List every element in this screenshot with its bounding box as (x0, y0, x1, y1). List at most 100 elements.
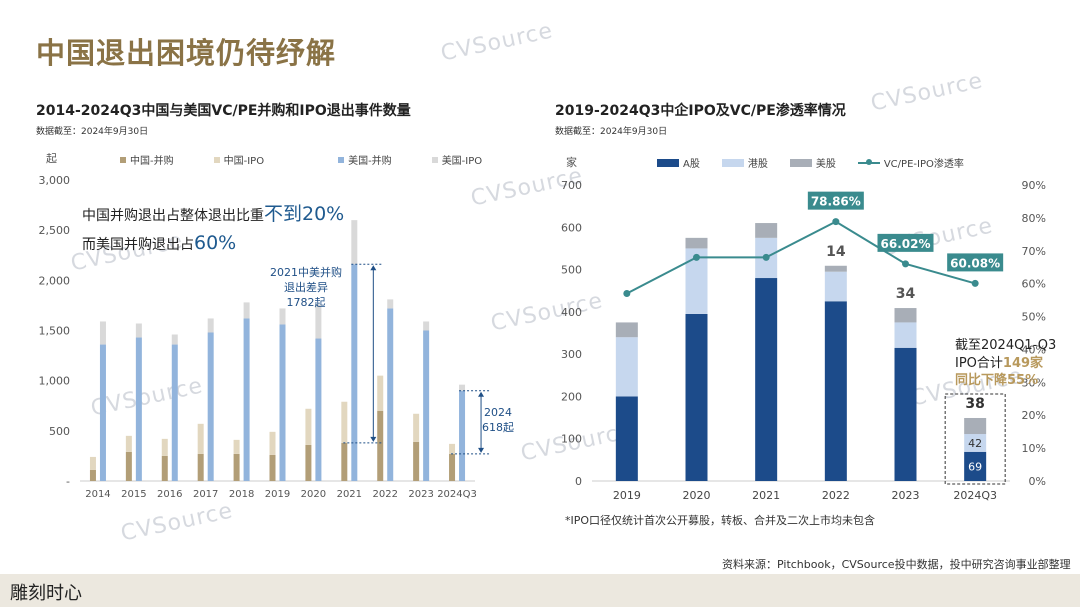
x-tick-label: 2022 (822, 489, 850, 502)
left-legend: 中国-并购 中国-IPO 美国-并购 美国-IPO (120, 152, 482, 167)
y-tick-label: 0 (575, 475, 582, 488)
bar-segment (964, 451, 987, 481)
bar-segment (964, 434, 987, 452)
line-point (832, 218, 840, 226)
bar-segment (351, 220, 358, 265)
annotation-line: 截至2024Q1-Q3 (955, 338, 1057, 353)
y-tick-label: 1,000 (39, 375, 71, 388)
legend-label: 中国-IPO (223, 156, 265, 167)
bar-segment (894, 308, 917, 323)
gap-arrowhead (370, 265, 377, 271)
bar-segment (161, 455, 168, 481)
line-point (971, 279, 979, 287)
bar-label: 42 (968, 437, 982, 450)
bar-segment (459, 384, 466, 391)
y-tick-label: 200 (561, 390, 582, 403)
y-tick-label: 600 (561, 221, 582, 234)
bar-segment (387, 308, 394, 481)
legend-item: A股 (657, 155, 700, 170)
left-unit: 起 (46, 152, 57, 165)
x-tick-label: 2019 (613, 489, 641, 502)
line-label: 78.86% (811, 195, 861, 209)
watermark: CVSource (518, 418, 636, 467)
legend-item: 美国-并购 (338, 152, 392, 167)
legend-item: 中国-并购 (120, 152, 174, 167)
footer-logo: 雕刻时心 (10, 583, 82, 604)
data-source: 资料来源：Pitchbook，CVSource投中数据，投中研究咨询事业部整理 (722, 558, 1071, 571)
bar-segment (243, 318, 250, 481)
x-tick-label: 2021 (337, 489, 362, 500)
x-tick-label: 2023 (408, 489, 433, 500)
bar-segment (423, 321, 430, 331)
bar-segment (315, 338, 322, 481)
y2-tick-label: 50% (1022, 311, 1046, 324)
y2-tick-label: 90% (1022, 179, 1046, 192)
line-point (902, 260, 909, 268)
bar-segment (125, 451, 132, 481)
gap-2024-annotation: 2024 618起 (482, 406, 514, 434)
watermark: CVSource (118, 498, 236, 547)
watermark: CVSource (468, 163, 586, 212)
y2-tick-label: 70% (1022, 245, 1046, 258)
line-point (693, 253, 700, 261)
bar-segment (413, 441, 420, 481)
right-unit: 家 (566, 156, 577, 169)
y-tick-label: 1,500 (39, 325, 71, 338)
line-point (762, 253, 770, 261)
y-tick-label: 2,000 (39, 274, 71, 287)
bar-segment (615, 322, 638, 338)
y2-tick-label: 20% (1022, 409, 1046, 422)
bar-segment (824, 271, 847, 302)
bar-segment (279, 308, 286, 325)
watermark: CVSource (488, 288, 606, 337)
x-tick-label: 2021 (752, 489, 780, 502)
bar-segment (824, 301, 847, 481)
bar-segment (685, 248, 708, 314)
right-annotation: 截至2024Q1-Q3 IPO合计149家 同比下降55% (955, 337, 1056, 390)
bar-segment (964, 417, 987, 435)
legend-label: 港股 (747, 159, 768, 170)
bar-segment (243, 302, 250, 319)
bar-segment (233, 439, 240, 454)
right-chart-title: 2019-2024Q3中企IPO及VC/PE渗透率情况 (555, 103, 846, 119)
bar-segment (894, 347, 917, 481)
legend-label: 美股 (815, 159, 836, 170)
y-tick-label: - (66, 475, 70, 488)
watermark: CVSource (438, 18, 556, 67)
x-tick-label: 2017 (193, 489, 218, 500)
x-tick-label: 2018 (229, 489, 254, 500)
bar-segment (413, 413, 420, 442)
bar-segment (161, 438, 168, 456)
callout-text: 中国并购退出占整体退出比重 (82, 208, 264, 224)
bar-segment (305, 408, 312, 445)
legend-item: 港股 (721, 155, 768, 170)
bar-segment (894, 322, 917, 348)
legend-item: 美国-IPO (431, 152, 482, 167)
bar-segment (171, 344, 178, 481)
bar-segment (171, 334, 178, 345)
bar-segment (755, 278, 778, 481)
watermark: CVSource (88, 373, 206, 422)
bar-segment (423, 330, 430, 481)
x-tick-label: 2022 (373, 489, 398, 500)
bar-label: 69 (968, 460, 982, 473)
x-tick-label: 2024Q3 (953, 489, 997, 502)
footer-bar (0, 574, 1080, 607)
bar-segment (197, 453, 204, 481)
annotation-line: IPO合计 (955, 355, 1003, 371)
bar-segment (269, 431, 276, 455)
gap-arrowhead (478, 447, 485, 453)
x-tick-label: 2020 (301, 489, 326, 500)
gap-arrowhead (370, 436, 377, 442)
line-label-box (947, 253, 1004, 272)
legend-label: VC/PE-IPO渗透率 (883, 159, 964, 170)
legend-item: 美股 (789, 155, 836, 170)
line-label-box (807, 191, 864, 210)
legend-item: 中国-IPO (213, 152, 265, 167)
bar-segment (341, 401, 348, 443)
left-chart-title: 2014-2024Q3中国与美国VC/PE并购和IPO退出事件数量 (36, 103, 411, 119)
bar-segment (387, 299, 394, 309)
legend-item: VC/PE-IPO渗透率 (857, 155, 964, 170)
bar-segment (755, 237, 778, 279)
x-tick-label: 2024Q3 (437, 489, 477, 500)
